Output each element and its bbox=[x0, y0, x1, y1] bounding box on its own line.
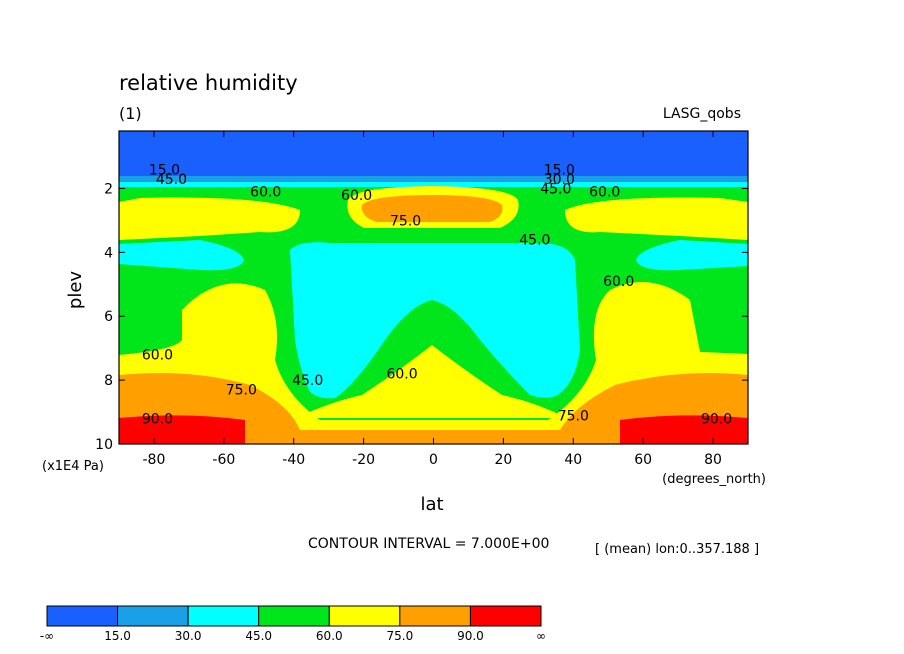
title-block: relative humidity (1) LASG_qobs bbox=[119, 71, 741, 123]
contour-label: 60.0 bbox=[603, 274, 634, 290]
colorbar-label: ∞ bbox=[536, 629, 546, 643]
chart-title: relative humidity bbox=[119, 71, 298, 95]
colorbar-label: 60.0 bbox=[316, 629, 343, 643]
y-tick-label: 2 bbox=[104, 181, 113, 197]
contour-label: 90.0 bbox=[701, 411, 732, 427]
colorbar-swatch bbox=[46, 605, 119, 627]
colorbar-label: -∞ bbox=[40, 629, 54, 643]
contour-label: 15.0 bbox=[544, 162, 575, 178]
contour-band-above-90-nh bbox=[620, 415, 748, 444]
y-axis-label: plev bbox=[65, 271, 86, 310]
mean-info-label: [ (mean) lon:0..357.188 ] bbox=[595, 542, 759, 557]
contour-band-above-90-sh bbox=[119, 415, 245, 444]
contour-label: 60.0 bbox=[250, 185, 281, 201]
contour-band-30-45-top bbox=[119, 182, 748, 187]
x-tick-label: 40 bbox=[564, 452, 582, 468]
contour-labels: 15.045.060.0 60.075.015.030.045.0 60.045.0… bbox=[142, 162, 732, 427]
contour-band-60-75-equator bbox=[296, 345, 567, 418]
y-tick-label: 6 bbox=[104, 309, 113, 325]
colorbar-label: 15.0 bbox=[104, 629, 131, 643]
contour-fills bbox=[119, 131, 748, 444]
x-tick-label: -20 bbox=[352, 452, 375, 468]
y-axis: 2 4 6 8 10 bbox=[95, 181, 748, 453]
y-tick-label: 8 bbox=[104, 373, 113, 389]
contour-band-75-90-top bbox=[361, 195, 503, 222]
x-tick-label: 80 bbox=[704, 452, 722, 468]
contour-label: 75.0 bbox=[226, 383, 257, 399]
y-tick-label: 4 bbox=[104, 245, 113, 261]
x-tick-label: 60 bbox=[634, 452, 652, 468]
contour-label: 75.0 bbox=[390, 213, 421, 229]
contour-label: 60.0 bbox=[386, 367, 417, 383]
colorbar-swatch bbox=[469, 605, 542, 627]
contour-band-60-75-sh-upper bbox=[119, 197, 300, 240]
contour-band-15-30 bbox=[119, 176, 748, 182]
contour-label: 45.0 bbox=[540, 181, 571, 197]
y-tick-label: 10 bbox=[95, 437, 113, 453]
plot-area: 15.045.060.0 60.075.015.030.045.0 60.045.0… bbox=[118, 130, 749, 445]
colorbar-label: 90.0 bbox=[457, 629, 484, 643]
x-tick-label: -80 bbox=[143, 452, 166, 468]
colorbar-swatch bbox=[328, 605, 401, 627]
x-tick-label: 0 bbox=[429, 452, 438, 468]
y-axis-units: (x1E4 Pa) bbox=[42, 459, 104, 474]
contour-label: 15.0 bbox=[149, 162, 180, 178]
contour-label: 30.0 bbox=[544, 172, 575, 188]
contour-band-30-45-sh-high bbox=[119, 240, 244, 271]
contour-band-60-75-nh-upper bbox=[565, 197, 748, 240]
x-axis-label: lat bbox=[420, 494, 443, 515]
contour-label: 60.0 bbox=[589, 185, 620, 201]
contour-label: 60.0 bbox=[142, 348, 173, 364]
x-tick-label: -60 bbox=[212, 452, 235, 468]
contour-label: 75.0 bbox=[558, 408, 589, 424]
contour-label: 45.0 bbox=[519, 233, 550, 249]
contour-label: 60.0 bbox=[341, 188, 372, 204]
x-axis: -80 -60 -40 -20 0 20 40 60 80 bbox=[143, 131, 722, 468]
contour-label: 45.0 bbox=[292, 373, 323, 389]
contour-band-75-90-lower bbox=[119, 372, 748, 444]
contour-label: 45.0 bbox=[156, 172, 187, 188]
colorbar-swatch bbox=[399, 605, 471, 627]
chart-subtitle: (1) bbox=[119, 104, 142, 123]
x-tick-label: 20 bbox=[494, 452, 512, 468]
x-tick-label: -40 bbox=[282, 452, 305, 468]
colorbar-swatch bbox=[187, 605, 260, 627]
contour-label: 90.0 bbox=[142, 411, 173, 427]
x-axis-units: (degrees_north) bbox=[662, 472, 766, 487]
colorbar-label: 30.0 bbox=[175, 629, 202, 643]
colorbar-label: 75.0 bbox=[386, 629, 413, 643]
contour-interval-label: CONTOUR INTERVAL = 7.000E+00 bbox=[308, 536, 549, 552]
colorbar-label: 45.0 bbox=[245, 629, 272, 643]
contour-band-below-15 bbox=[119, 131, 748, 176]
contour-band-30-45-mid bbox=[290, 242, 580, 399]
dataset-label: LASG_qobs bbox=[663, 106, 741, 122]
colorbar: -∞ 15.0 30.0 45.0 60.0 75.0 90.0 ∞ bbox=[40, 605, 546, 643]
colorbar-swatch bbox=[258, 605, 330, 627]
colorbar-swatch bbox=[117, 605, 189, 627]
contour-band-30-45-nh-high bbox=[636, 240, 748, 271]
